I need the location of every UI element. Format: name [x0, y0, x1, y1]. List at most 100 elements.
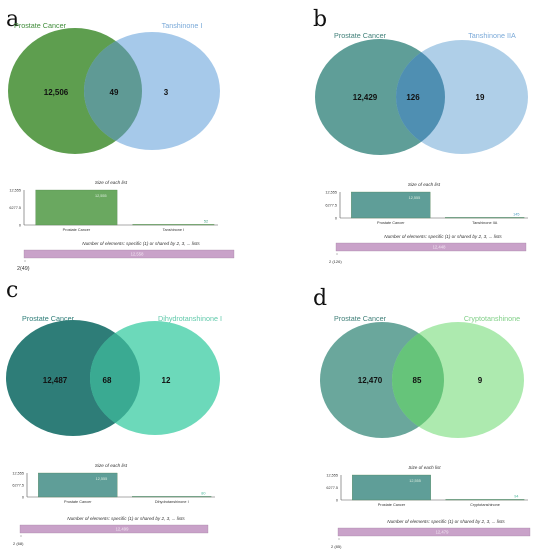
- size-bar-value: 12,555: [409, 479, 421, 483]
- size-chart-title: Size of each list: [95, 463, 128, 468]
- venn-right-label: Tanshinone I: [162, 21, 203, 30]
- panel-letter: b: [313, 7, 327, 32]
- venn-overlap: [90, 321, 140, 435]
- y-tick-label: 6277.5: [326, 486, 338, 490]
- shared-elements-chart: Number of elements: specific (1) or shar…: [331, 519, 531, 549]
- shared-elements-chart: Number of elements: specific (1) or shar…: [17, 241, 235, 272]
- shared-elements-chart: Number of elements: specific (1) or shar…: [13, 516, 209, 546]
- venn-diagram: Prostate Cancer Tanshinone I 12,506 49 3: [8, 21, 220, 154]
- size-bar-value: 145: [513, 212, 519, 216]
- venn-right-only-count: 12: [162, 376, 171, 385]
- panel-b: b Prostate Cancer Tanshinone IIA 12,429 126 1…: [313, 7, 528, 264]
- shared-bar-value: 12,499: [116, 527, 129, 532]
- venn-left-only-count: 12,506: [44, 88, 69, 97]
- venn-right-only-count: 3: [164, 88, 169, 97]
- panel-d: d Prostate Cancer Cryptotanshinone 12,470 85…: [313, 286, 531, 549]
- size-bar: [445, 499, 525, 501]
- size-bar-value: 12,555: [95, 194, 107, 198]
- y-tick-label: 6277.5: [12, 484, 24, 488]
- panel-letter: a: [6, 7, 19, 32]
- size-bar-category: Prostate Cancer: [378, 503, 406, 507]
- y-tick-label: 6277.5: [9, 206, 21, 210]
- size-bar-value: 12,555: [409, 196, 421, 200]
- size-bar-chart: Size of each list 12,555 6277.5 0 12,555 Pros…: [325, 182, 528, 225]
- size-bar: [132, 224, 215, 226]
- size-chart-title: Size of each list: [408, 182, 441, 187]
- venn-overlap-count: 126: [406, 93, 420, 102]
- venn-right-only-count: 19: [476, 93, 485, 102]
- y-tick-label: 0: [19, 224, 21, 228]
- venn-left-label: Prostate Cancer: [334, 314, 387, 323]
- shared-bar-value: 12,479: [436, 530, 449, 535]
- venn-overlap-count: 68: [103, 376, 112, 385]
- shared-elements-chart: Number of elements: specific (1) or shar…: [329, 234, 527, 264]
- size-bar-category: Prostate Cancer: [377, 221, 405, 225]
- size-bar-chart: Size of each list 12,555 6277.5 0 12,555 Pros…: [326, 465, 528, 507]
- shared-bar-value: 12,448: [433, 245, 446, 250]
- size-bar-value: 52: [204, 219, 208, 223]
- size-chart-title: Size of each list: [408, 465, 441, 470]
- shared-bar: [335, 242, 527, 252]
- size-bar-category: Tanshinone I: [163, 228, 185, 232]
- size-chart-title: Size of each list: [95, 180, 128, 185]
- size-bar: [38, 472, 118, 498]
- size-bar: [445, 217, 525, 219]
- size-bar-category: Prostate Cancer: [64, 500, 92, 504]
- panel-letter: d: [313, 286, 327, 311]
- y-tick-label: 12,555: [326, 474, 338, 478]
- shared-footnote: 2 (85): [331, 544, 342, 549]
- y-tick-label: 12,555: [325, 191, 337, 195]
- y-tick-label: 0: [335, 217, 337, 221]
- venn-overlap: [396, 40, 445, 154]
- shared-chart-title: Number of elements: specific (1) or shar…: [387, 519, 505, 524]
- shared-footnote: 2 (68): [13, 541, 24, 546]
- venn-left-only-count: 12,487: [43, 376, 68, 385]
- size-bar-chart: Size of each list 12,555 6277.5 0 12,555 Pros…: [12, 463, 215, 504]
- size-bar-value: 80: [201, 491, 205, 495]
- size-bar-value: 12,555: [96, 477, 108, 481]
- venn-diagram: Prostate Cancer Dihydrotanshinone I 12,487…: [6, 314, 222, 436]
- size-bar-category: Prostate Cancer: [63, 228, 91, 232]
- venn-right-label: Dihydrotanshinone I: [158, 314, 222, 323]
- y-tick-label: 0: [22, 496, 24, 500]
- shared-chart-title: Number of elements: specific (1) or shar…: [67, 516, 185, 521]
- venn-left-label: Prostate Cancer: [22, 314, 75, 323]
- venn-left-only-count: 12,429: [353, 93, 378, 102]
- shared-chart-title: Number of elements: specific (1) or shar…: [384, 234, 502, 239]
- venn-overlap-count: 49: [110, 88, 119, 97]
- y-tick-label: 0: [336, 499, 338, 503]
- size-bar-category: Dihydrotanshinone I: [155, 500, 189, 504]
- size-bar-value: 94: [514, 494, 518, 498]
- venn-diagram: Prostate Cancer Cryptotanshinone 12,470 85 9: [320, 314, 524, 438]
- y-tick-label: 12,555: [12, 472, 24, 476]
- shared-bar: [19, 524, 209, 534]
- venn-left-label: Prostate Cancer: [334, 31, 387, 40]
- shared-bar-value: 12,558: [131, 252, 144, 257]
- venn-right-label: Cryptotanshinone: [464, 314, 520, 323]
- shared-bar: [337, 527, 531, 537]
- venn-right-label: Tanshinone IIA: [468, 31, 516, 40]
- panel-letter: c: [6, 278, 18, 303]
- venn-left-only-count: 12,470: [358, 376, 383, 385]
- size-bar-category: Cryptotanshinone: [470, 503, 500, 507]
- shared-chart-title: Number of elements: specific (1) or shar…: [82, 241, 200, 246]
- y-tick-label: 6277.5: [325, 204, 337, 208]
- venn-left-label: Prostate Cancer: [14, 21, 67, 30]
- venn-right-only-count: 9: [478, 376, 483, 385]
- size-bar-chart: Size of each list 12,555 6277.5 0 12,555 Pros…: [9, 180, 218, 232]
- size-bar: [351, 191, 431, 219]
- venn-overlap-count: 85: [413, 376, 422, 385]
- shared-footnote: 2(49): [17, 266, 30, 272]
- venn-diagram: Prostate Cancer Tanshinone IIA 12,429 126 19: [315, 31, 528, 155]
- y-tick-label: 12,555: [9, 189, 21, 193]
- shared-footnote: 2 (126): [329, 259, 342, 264]
- shared-bar: [23, 249, 235, 259]
- size-bar-category: Tanshinone IIA: [472, 221, 498, 225]
- size-bar: [352, 474, 431, 501]
- panel-c: c Prostate Cancer Dihydrotanshinone I 12,48…: [6, 278, 222, 546]
- venn-overlap: [84, 32, 142, 150]
- venn-overlap: [392, 322, 444, 438]
- size-bar: [35, 189, 118, 226]
